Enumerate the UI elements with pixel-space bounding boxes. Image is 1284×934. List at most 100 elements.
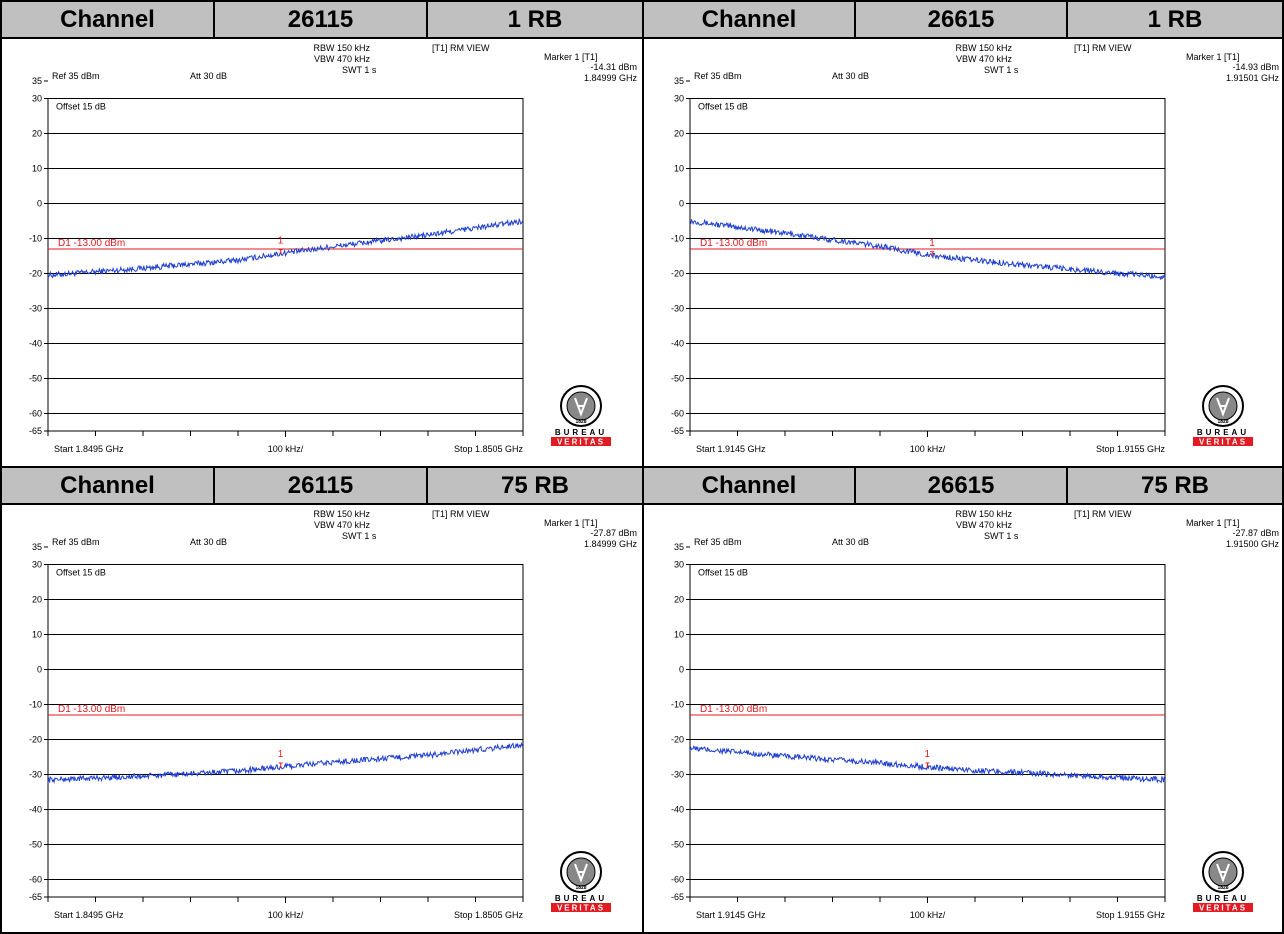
y-tick-label: -60	[29, 875, 42, 885]
y-tick-label: -60	[29, 409, 42, 419]
y-tick-label: 35	[674, 542, 684, 552]
logo-text-bottom: VERITAS	[557, 438, 605, 447]
marker-frequency: 1.91501 GHz	[1226, 73, 1280, 83]
marker-level: -27.87 dBm	[1232, 528, 1279, 538]
logo-text-bottom: VERITAS	[557, 904, 605, 913]
x-stop-label: Stop 1.8505 GHz	[454, 444, 524, 454]
logo-red-band	[551, 437, 611, 446]
marker-level: -14.93 dBm	[1232, 62, 1279, 72]
header-label: Channel	[644, 468, 856, 503]
y-tick-label: 20	[32, 129, 42, 139]
y-tick-label: 0	[679, 199, 684, 209]
limit-line-label: D1 -13.00 dBm	[700, 704, 767, 715]
x-start-label: Start 1.8495 GHz	[54, 910, 124, 920]
x-span-label: 100 kHz/	[268, 444, 304, 454]
marker-title: Marker 1 [T1]	[1186, 52, 1240, 62]
y-tick-label: 35	[32, 76, 42, 86]
vbw-label: VBW 470 kHz	[314, 54, 371, 64]
trace-line	[47, 217, 524, 279]
y-tick-label: 30	[32, 94, 42, 104]
header-divider	[2, 503, 642, 505]
logo-text-bottom: VERITAS	[1199, 904, 1247, 913]
rbw-label: RBW 150 kHz	[955, 43, 1012, 53]
y-tick-label: 10	[32, 630, 42, 640]
marker-title: Marker 1 [T1]	[544, 518, 598, 528]
grid-frame	[47, 564, 524, 898]
y-tick-label: -50	[29, 840, 42, 850]
marker-frequency: 1.84999 GHz	[584, 539, 638, 549]
ref-level-label: Ref 35 dBm	[694, 537, 742, 547]
trace-view-label: [T1] RM VIEW	[1074, 43, 1132, 53]
plot-area: RBW 150 kHz VBW 470 kHz SWT 1 s [T1] RM VIE…	[644, 505, 1282, 932]
header-channel-text: 26115	[287, 471, 354, 499]
header-label-text: Channel	[701, 5, 797, 33]
y-tick-label: 20	[674, 129, 684, 139]
logo-red-band	[1193, 437, 1253, 446]
spectrum-panel: Channel 26115 75 RB RBW 150 kHz VBW 470 kHz S…	[0, 466, 644, 934]
swt-label: SWT 1 s	[342, 531, 377, 541]
spectrum-panel: Channel 26615 1 RB RBW 150 kHz VBW 470 kHz SW…	[642, 0, 1284, 468]
ref-level-label: Ref 35 dBm	[52, 71, 100, 81]
y-tick-label: 30	[32, 560, 42, 570]
logo-year: 1828	[1217, 885, 1228, 891]
spectrum-panel: Channel 26615 75 RB RBW 150 kHz VBW 470 kHz S…	[642, 466, 1284, 934]
header-divider	[2, 37, 642, 39]
header-label: Channel	[2, 2, 215, 37]
header-label: Channel	[644, 2, 856, 37]
y-tick-label: -40	[671, 339, 684, 349]
header-label-text: Channel	[60, 5, 155, 33]
y-tick-label: 35	[32, 542, 42, 552]
marker-frequency: 1.91500 GHz	[1226, 539, 1280, 549]
y-tick-label: -30	[671, 304, 684, 314]
y-tick-label: -65	[29, 892, 42, 902]
trace-line	[689, 218, 1166, 281]
marker-point	[278, 762, 283, 769]
y-tick-label: -40	[29, 805, 42, 815]
y-tick-label: -65	[671, 426, 684, 436]
y-tick-label: -65	[671, 892, 684, 902]
marker-number: 1	[278, 749, 284, 760]
y-tick-label: 10	[674, 630, 684, 640]
header-divider	[644, 37, 1282, 39]
header-rb-text: 75 RB	[1140, 471, 1210, 499]
y-tick-label: 0	[679, 665, 684, 675]
y-tick-label: -10	[29, 234, 42, 244]
x-start-label: Start 1.9145 GHz	[696, 910, 766, 920]
marker-point	[930, 251, 935, 257]
header-label-text: Channel	[60, 471, 155, 499]
header-channel: 26115	[215, 2, 428, 37]
header-channel: 26115	[215, 468, 428, 503]
header-rb: 75 RB	[1068, 468, 1282, 503]
y-tick-label: 10	[674, 164, 684, 174]
trace-line	[47, 741, 524, 785]
y-tick-label: -20	[671, 735, 684, 745]
logo-red-band	[551, 903, 611, 912]
rbw-label: RBW 150 kHz	[313, 509, 370, 519]
y-tick-label: 30	[674, 94, 684, 104]
y-tick-label: 0	[37, 665, 42, 675]
header-rb-text: 75 RB	[500, 471, 570, 499]
y-tick-label: -50	[671, 840, 684, 850]
plot-area: RBW 150 kHz VBW 470 kHz SWT 1 s [T1] RM VIE…	[2, 505, 642, 932]
marker-number: 1	[929, 238, 935, 249]
swt-label: SWT 1 s	[984, 65, 1019, 75]
limit-line-label: D1 -13.00 dBm	[58, 704, 125, 715]
marker-point	[925, 762, 930, 769]
y-tick-label: -10	[671, 234, 684, 244]
marker-title: Marker 1 [T1]	[544, 52, 598, 62]
y-tick-label: -30	[671, 770, 684, 780]
y-tick-label: -60	[671, 875, 684, 885]
logo-year: 1828	[575, 885, 586, 891]
offset-label: Offset 15 dB	[698, 568, 748, 578]
ref-level-label: Ref 35 dBm	[694, 71, 742, 81]
y-tick-label: -40	[671, 805, 684, 815]
logo-text-bottom: VERITAS	[1199, 438, 1247, 447]
y-tick-label: -20	[29, 269, 42, 279]
x-stop-label: Stop 1.8505 GHz	[454, 910, 524, 920]
